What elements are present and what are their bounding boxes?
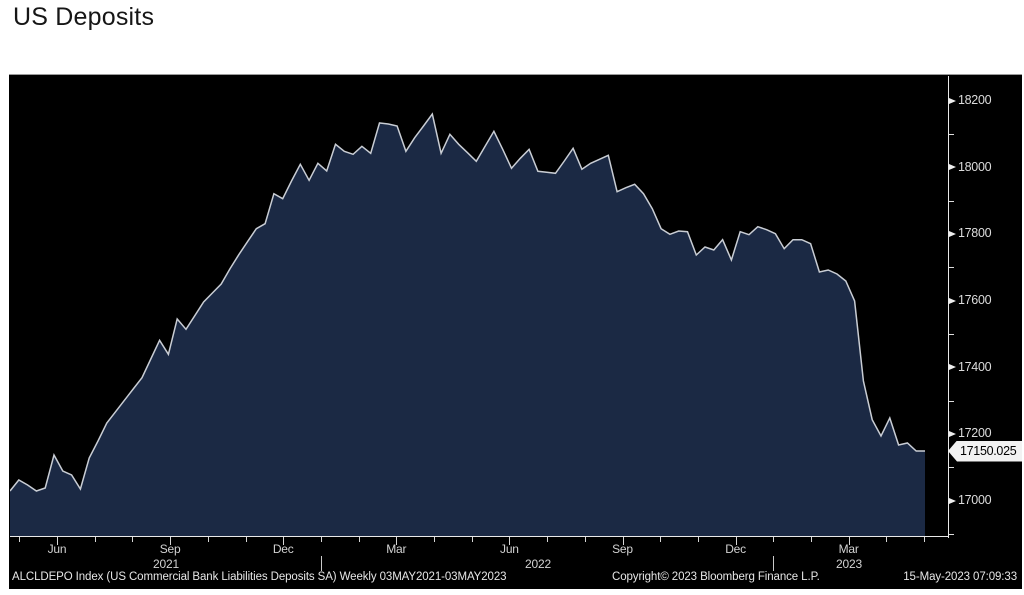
x-month-label: Sep	[612, 542, 633, 556]
year-separator	[773, 556, 775, 571]
x-month-tick	[57, 537, 58, 545]
y-tick-label: 17600	[958, 293, 992, 307]
y-axis-line	[948, 76, 949, 538]
x-axis-line	[10, 536, 949, 537]
x-month-tick	[773, 537, 775, 542]
x-month-tick	[697, 537, 699, 542]
x-month-tick	[170, 537, 172, 545]
x-month-tick	[320, 537, 322, 542]
year-separator	[320, 556, 322, 571]
x-month-tick	[434, 537, 435, 542]
footer: ALCLDEPO Index (US Commercial Bank Liabi…	[10, 571, 1021, 588]
x-year-label: 2023	[836, 557, 862, 571]
last-value-label: 17150.025	[948, 440, 1022, 462]
area-chart-plot	[10, 112, 925, 536]
x-month-label: Mar	[838, 542, 859, 556]
y-major-tick	[949, 364, 956, 371]
y-minor-tick	[949, 333, 954, 335]
y-tick-label: 18200	[958, 93, 992, 107]
x-month-tick	[471, 537, 473, 542]
x-month-label: Dec	[272, 542, 294, 556]
deposits-chart: 17000 17200 17400 17600 17800 18000 18200 Jun Se…	[9, 74, 1022, 589]
x-month-label: Jun	[500, 542, 519, 556]
x-month-label: Jun	[47, 542, 67, 556]
y-minor-tick	[949, 133, 954, 135]
y-tick-label: 17000	[958, 493, 992, 507]
series-line	[10, 112, 925, 492]
y-tick-label: 17200	[958, 426, 992, 441]
y-major-tick	[949, 430, 956, 437]
y-minor-tick	[949, 467, 954, 469]
x-month-tick	[735, 537, 737, 545]
x-month-tick	[811, 537, 812, 542]
x-month-label: Sep	[159, 542, 181, 556]
x-month-tick	[886, 537, 888, 542]
x-month-tick	[132, 537, 134, 542]
footer-index-text: ALCLDEPO Index (US Commercial Bank Liabi…	[12, 571, 507, 583]
y-minor-tick	[949, 200, 954, 202]
y-minor-tick	[949, 267, 954, 269]
footer-timestamp-text: 15-May-2023 07:09:33	[903, 571, 1017, 583]
x-month-tick	[358, 537, 360, 542]
x-month-tick	[622, 537, 624, 545]
x-month-tick	[19, 537, 21, 542]
x-month-tick	[848, 537, 850, 545]
x-year-label: 2022	[525, 557, 551, 571]
x-month-label: Mar	[386, 542, 407, 556]
x-month-tick	[547, 537, 549, 542]
y-tick-label: 18000	[958, 159, 992, 174]
x-month-label: Dec	[725, 542, 746, 556]
y-major-tick	[949, 297, 956, 304]
x-month-tick	[245, 537, 247, 542]
x-month-tick	[660, 537, 662, 542]
x-month-tick	[283, 537, 285, 545]
x-month-tick	[924, 537, 926, 542]
y-major-tick	[949, 97, 956, 104]
y-major-tick	[949, 230, 956, 237]
y-major-tick	[949, 164, 956, 171]
page-title: US Deposits	[13, 3, 155, 31]
y-tick-label: 17800	[958, 226, 992, 241]
x-month-tick	[509, 537, 511, 545]
footer-copyright-text: Copyright© 2023 Bloomberg Finance L.P.	[612, 571, 820, 583]
y-tick-label: 17400	[958, 359, 992, 374]
y-minor-tick	[949, 400, 954, 402]
x-year-label: 2021	[153, 557, 179, 571]
x-month-tick	[584, 537, 586, 542]
y-minor-tick	[949, 533, 954, 535]
x-month-tick	[207, 537, 209, 542]
plot-area: 17000 17200 17400 17600 17800 18000 18200 Jun Se…	[10, 76, 1022, 588]
x-month-tick	[396, 537, 398, 545]
x-month-tick	[94, 537, 96, 542]
area-fill	[10, 114, 925, 536]
y-major-tick	[949, 497, 956, 504]
